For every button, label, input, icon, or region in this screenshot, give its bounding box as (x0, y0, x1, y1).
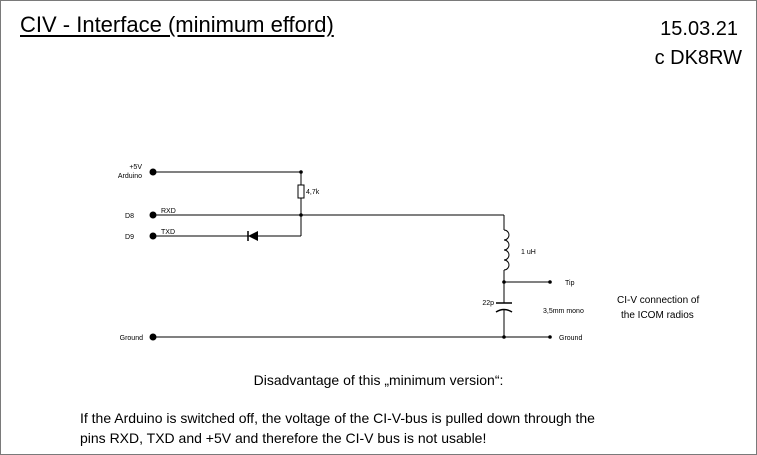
junction-plus5v (299, 170, 303, 174)
label-resistor: 4,7k (306, 189, 320, 196)
capacitor-plate-bottom (495, 308, 513, 313)
label-inductor: 1 uH (521, 249, 536, 256)
label-ground-left: Ground (120, 335, 143, 342)
junction-rxd (299, 213, 303, 217)
label-capacitor: 22p (482, 300, 494, 307)
date-label: 15.03.21 (660, 18, 738, 40)
label-rxd: RXD (161, 208, 176, 215)
terminal-ground-right (548, 335, 552, 339)
diode (247, 231, 258, 241)
junction-ground (502, 335, 506, 339)
terminal-d8 (149, 211, 157, 219)
label-txd: TXD (161, 229, 175, 236)
terminal-tip (548, 280, 552, 284)
connection-note-line2: the ICOM radios (621, 310, 694, 321)
author-label: c DK8RW (654, 47, 742, 69)
label-ground-right: Ground (559, 335, 582, 342)
resistor-body (297, 184, 305, 199)
label-tip: Tip (565, 280, 575, 287)
diode-triangle (248, 231, 258, 241)
disadvantage-line-2: pins RXD, TXD and +5V and therefore the … (80, 430, 487, 446)
inductor-coil (503, 229, 510, 271)
terminal-d9 (149, 232, 157, 240)
label-d9: D9 (125, 234, 134, 241)
page-title: CIV - Interface (minimum efford) (20, 12, 334, 37)
terminal-ground-left (149, 333, 157, 341)
disadvantage-line-1: If the Arduino is switched off, the volt… (80, 410, 595, 426)
terminal-plus5v (149, 168, 157, 176)
disadvantage-heading: Disadvantage of this „minimum version“: (253, 372, 504, 388)
connection-note-line1: CI-V connection of (617, 295, 699, 306)
label-d8: D8 (125, 213, 134, 220)
label-plus5v: +5V (129, 164, 142, 171)
label-arduino: Arduino (118, 173, 142, 180)
label-jack: 3,5mm mono (543, 308, 584, 315)
disadvantage-text: If the Arduino is switched off, the volt… (80, 408, 720, 448)
junction-tip (502, 280, 506, 284)
